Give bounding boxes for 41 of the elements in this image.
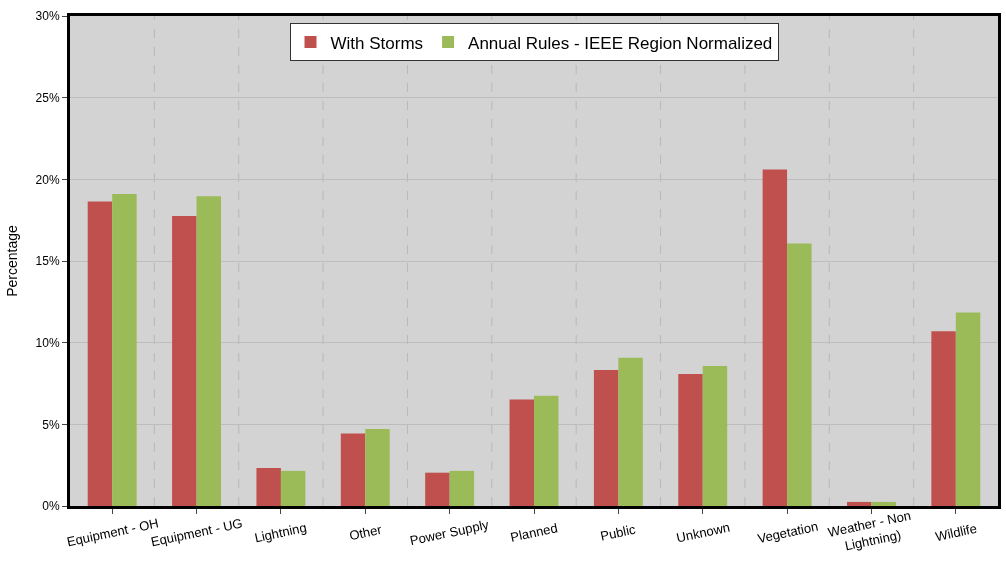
bar xyxy=(112,194,137,506)
x-tick-label: Vegetation xyxy=(756,518,820,547)
bar xyxy=(425,472,450,506)
x-tick-label: Public xyxy=(598,521,638,544)
bar xyxy=(955,312,981,506)
y-tick-label: 25% xyxy=(35,90,60,105)
bar xyxy=(365,428,390,506)
bar xyxy=(702,366,728,506)
x-tick-label: Wildlife xyxy=(934,520,979,545)
bar xyxy=(340,433,366,506)
bar xyxy=(593,370,619,506)
y-tick-label: 20% xyxy=(35,172,60,187)
bar xyxy=(846,501,872,506)
x-tick-label: Weather - Non Lightning) xyxy=(826,507,913,554)
bar xyxy=(196,196,222,506)
y-tick-label: 5% xyxy=(42,417,60,432)
legend-label: With Storms xyxy=(330,33,424,53)
y-tick-label: 0% xyxy=(42,499,60,514)
bar xyxy=(678,374,703,506)
bar xyxy=(787,243,812,506)
bar xyxy=(762,169,788,506)
bar xyxy=(509,399,534,506)
bar xyxy=(172,216,197,506)
legend-label: Annual Rules - IEEE Region Normalized xyxy=(468,33,773,53)
x-tick-label: Unknown xyxy=(675,519,732,546)
x-tick-label: Power Supply xyxy=(408,516,491,549)
bar xyxy=(87,201,113,506)
bar xyxy=(618,357,643,506)
bar xyxy=(449,470,475,506)
y-tick-label: 30% xyxy=(35,9,60,24)
bar xyxy=(871,501,896,506)
bar xyxy=(256,467,281,506)
x-tick-label: Other xyxy=(347,521,384,544)
bar xyxy=(280,470,306,506)
x-tick-label: Planned xyxy=(509,520,559,545)
y-tick-label: 15% xyxy=(35,254,60,269)
bar xyxy=(931,331,956,506)
x-tick-label: Lightning xyxy=(253,519,308,546)
bar xyxy=(534,395,559,506)
y-tick-label: 10% xyxy=(35,335,60,350)
y-axis-title: Percentage xyxy=(4,224,21,297)
